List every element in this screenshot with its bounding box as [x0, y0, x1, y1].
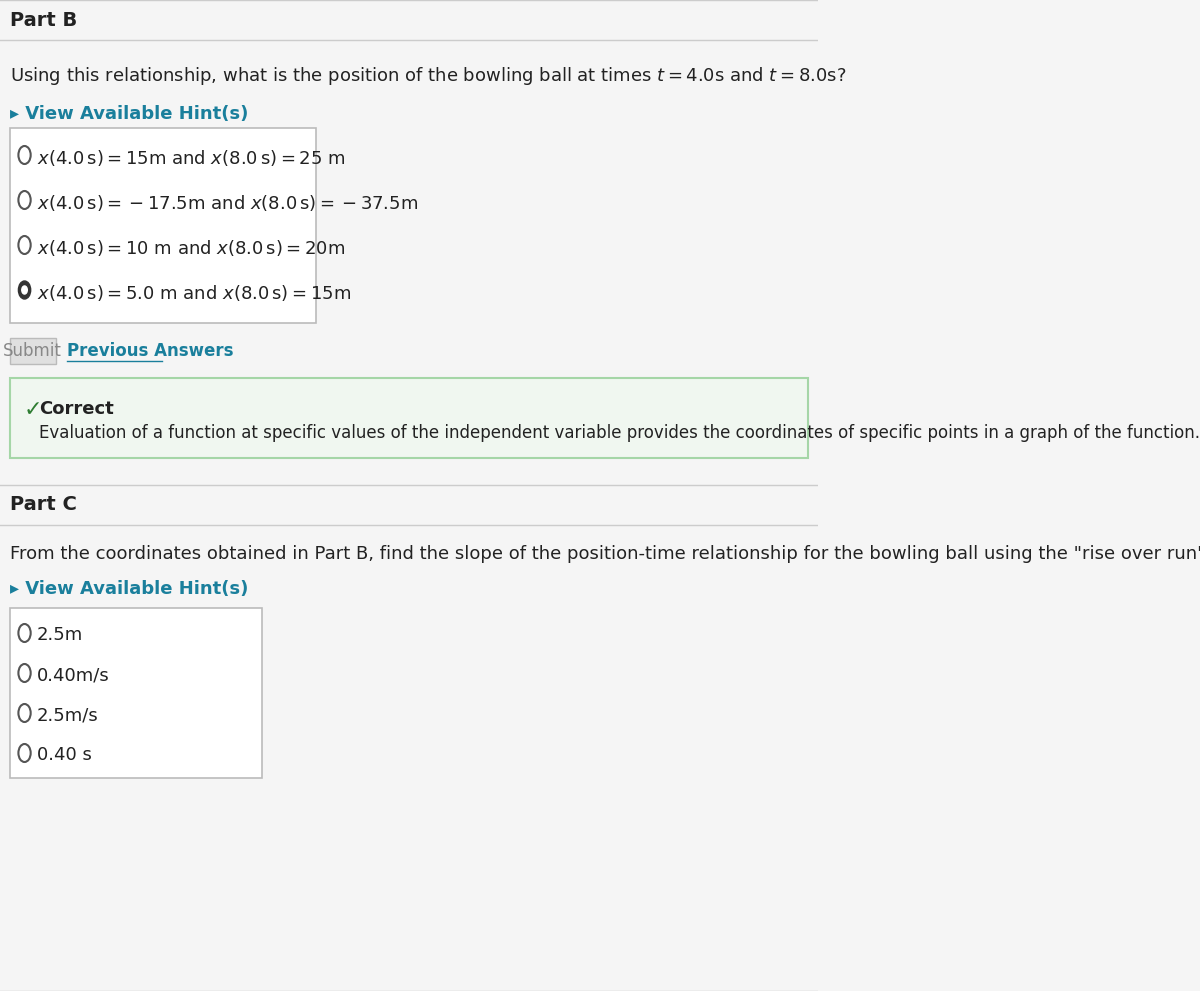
Text: 0.40m/s: 0.40m/s — [37, 666, 109, 684]
Text: $x(4.0\,\mathrm{s}) = 5.0$ m and $x(8.0\,\mathrm{s}) = 15$m: $x(4.0\,\mathrm{s}) = 5.0$ m and $x(8.0\… — [37, 283, 350, 303]
Text: ▸ View Available Hint(s): ▸ View Available Hint(s) — [10, 105, 248, 123]
Text: ▸ View Available Hint(s): ▸ View Available Hint(s) — [10, 580, 248, 598]
FancyBboxPatch shape — [10, 608, 262, 778]
Text: $x(4.0\,\mathrm{s}) = 10$ m and $x(8.0\,\mathrm{s}) = 20$m: $x(4.0\,\mathrm{s}) = 10$ m and $x(8.0\,… — [37, 238, 346, 258]
Text: ✓: ✓ — [24, 400, 42, 420]
Text: Previous Answers: Previous Answers — [67, 342, 234, 360]
FancyBboxPatch shape — [10, 378, 809, 458]
FancyBboxPatch shape — [10, 338, 56, 364]
Text: From the coordinates obtained in Part B, find the slope of the position-time rel: From the coordinates obtained in Part B,… — [10, 545, 1200, 563]
Text: $x(4.0\,\mathrm{s}) = 15$m and $x(8.0\,\mathrm{s}) = 25$ m: $x(4.0\,\mathrm{s}) = 15$m and $x(8.0\,\… — [37, 148, 346, 168]
Text: $x(4.0\,\mathrm{s}) = -17.5$m and $x(8.0\,\mathrm{s}) = -37.5$m: $x(4.0\,\mathrm{s}) = -17.5$m and $x(8.0… — [37, 193, 418, 213]
Text: 2.5m/s: 2.5m/s — [37, 706, 98, 724]
Circle shape — [18, 281, 31, 299]
Text: Evaluation of a function at specific values of the independent variable provides: Evaluation of a function at specific val… — [38, 424, 1200, 442]
Text: 2.5m: 2.5m — [37, 626, 83, 644]
Text: 0.40 s: 0.40 s — [37, 746, 91, 764]
Text: Part C: Part C — [10, 496, 77, 514]
FancyBboxPatch shape — [10, 128, 317, 323]
Text: Submit: Submit — [4, 342, 62, 360]
Text: Correct: Correct — [38, 400, 114, 418]
FancyBboxPatch shape — [0, 0, 818, 40]
Circle shape — [22, 286, 28, 294]
Text: Part B: Part B — [10, 11, 77, 30]
Text: Using this relationship, what is the position of the bowling ball at times $t = : Using this relationship, what is the pos… — [10, 65, 846, 87]
